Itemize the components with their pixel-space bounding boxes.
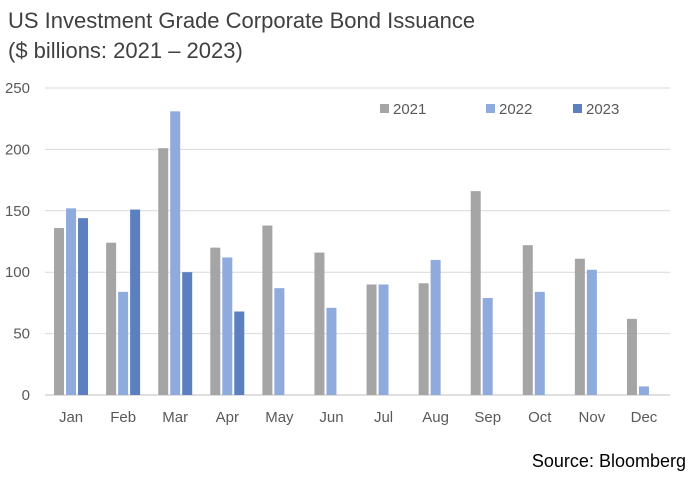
x-tick-label: Oct (528, 409, 552, 426)
x-tick-label: Aug (422, 409, 449, 426)
y-tick-label: 200 (5, 141, 30, 158)
bar-2021-apr (210, 247, 221, 395)
bar-2022-may (274, 288, 285, 395)
chart-title: US Investment Grade Corporate Bond Issua… (8, 8, 476, 33)
bar-2021-mar (158, 148, 169, 395)
y-tick-label: 100 (5, 264, 30, 281)
bar-2022-jun (326, 307, 337, 395)
x-tick-label: Jul (374, 409, 393, 426)
bar-2021-nov (574, 258, 585, 395)
x-tick-label: Nov (579, 409, 606, 426)
bar-2021-jan (54, 227, 65, 395)
x-tick-label: Sep (474, 409, 501, 426)
source-note: Source: Bloomberg (531, 451, 686, 471)
chart-subtitle: ($ billions: 2021 – 2023) (8, 38, 243, 63)
bar-2022-nov (586, 269, 597, 395)
bar-2022-aug (430, 259, 441, 395)
y-tick-label: 250 (5, 80, 30, 97)
legend-swatch-2021 (380, 104, 389, 113)
y-tick-label: 50 (13, 326, 30, 343)
legend-label-2023: 2023 (586, 101, 619, 118)
bar-2023-mar (182, 272, 193, 395)
bar-2022-jan (66, 208, 77, 395)
x-tick-label: May (265, 409, 294, 426)
bar-2021-oct (522, 245, 533, 395)
legend-label-2021: 2021 (393, 101, 426, 118)
bar-2022-feb (118, 291, 129, 395)
y-tick-label: 0 (22, 387, 30, 404)
bar-2022-sep (482, 297, 493, 395)
bar-2022-jul (378, 284, 389, 395)
x-tick-label: Jun (319, 409, 343, 426)
x-tick-label: Mar (162, 409, 188, 426)
bar-2022-oct (534, 291, 545, 395)
bar-2021-jul (366, 284, 377, 395)
bar-2021-sep (470, 191, 481, 395)
x-tick-label: Dec (631, 409, 658, 426)
x-tick-label: Jan (59, 409, 83, 426)
bar-2021-aug (418, 283, 429, 395)
x-tick-label: Apr (216, 409, 239, 426)
bar-2021-may (262, 225, 273, 395)
bar-2022-apr (222, 257, 233, 395)
y-tick-label: 150 (5, 203, 30, 220)
x-tick-label: Feb (110, 409, 136, 426)
bar-2021-feb (106, 242, 117, 395)
bar-2021-dec (626, 318, 637, 395)
legend-swatch-2022 (486, 104, 495, 113)
legend-label-2022: 2022 (499, 101, 532, 118)
bar-2023-jan (78, 218, 89, 395)
legend-swatch-2023 (573, 104, 582, 113)
bar-2022-dec (638, 386, 649, 395)
bar-2023-apr (234, 311, 245, 395)
bar-2021-jun (314, 252, 325, 395)
bar-2022-mar (170, 111, 181, 395)
bar-2023-feb (130, 209, 141, 395)
